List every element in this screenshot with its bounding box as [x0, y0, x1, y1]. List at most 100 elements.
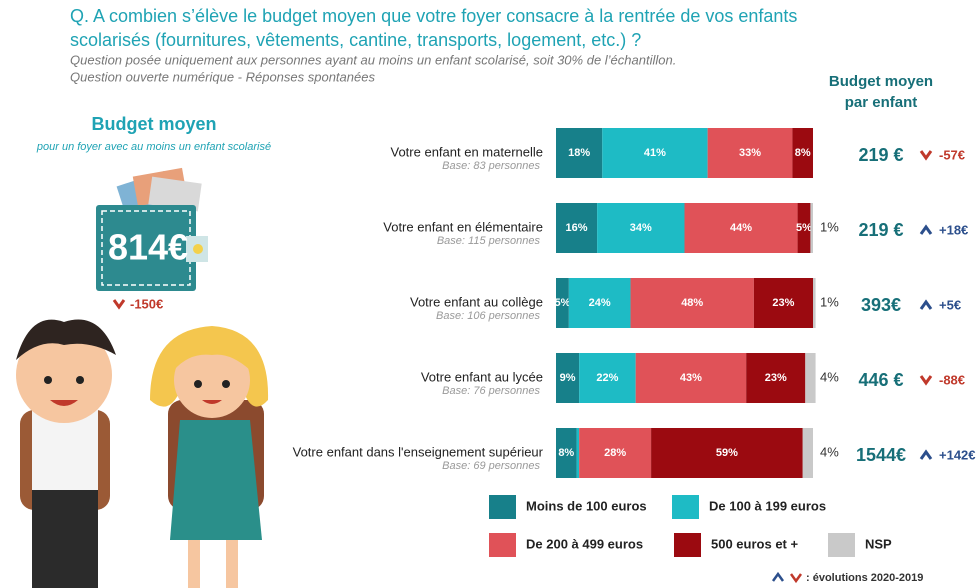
value-label: 44% [730, 222, 752, 234]
evolution-label: -88€ [939, 372, 965, 387]
budget-value: 446 € [858, 370, 903, 390]
legend-label: NSP [865, 536, 892, 551]
value-label: 1% [820, 219, 839, 234]
bar-segment [746, 353, 806, 403]
legend-swatch [489, 495, 516, 519]
bar-segment [792, 128, 813, 178]
budget-header: par enfant [845, 94, 918, 111]
bar-segment [556, 128, 603, 178]
bar-segment [602, 128, 708, 178]
base-label: Base: 76 personnes [442, 385, 540, 397]
value-label: 9% [560, 372, 576, 384]
footnote-arrows [771, 571, 803, 584]
subtitle-line: Question posée uniquement aux personnes … [70, 52, 676, 67]
bar-segment [753, 278, 813, 328]
value-label: 34% [630, 222, 652, 234]
children-illustration [16, 319, 269, 588]
bar-segment [579, 353, 636, 403]
budget-value: 1544€ [856, 445, 906, 465]
base-label: Base: 115 personnes [437, 235, 541, 247]
bar-segment [810, 203, 813, 253]
bar-segment [805, 353, 816, 403]
value-label: 4% [820, 444, 839, 459]
bar-segment [635, 353, 747, 403]
bar-segment [651, 428, 803, 478]
evolution-label: -57€ [939, 147, 965, 162]
base-label: Base: 106 personnes [436, 310, 540, 322]
category-label: Votre enfant au lycée [421, 369, 543, 384]
evolution-arrow [919, 224, 933, 235]
bar-segment [797, 203, 811, 253]
value-label: 24% [589, 297, 611, 309]
legend-label: De 100 à 199 euros [709, 498, 826, 513]
value-label: 23% [772, 297, 794, 309]
evolution-arrow [112, 299, 126, 310]
household-evolution: -150€ [112, 296, 163, 311]
household-evolution-label: -150€ [130, 296, 163, 311]
budget-value: 393€ [861, 295, 901, 315]
value-label: 33% [739, 147, 761, 159]
evolution-arrow [919, 375, 933, 386]
evolution-arrow [919, 449, 933, 460]
evolution-label: +142€ [939, 447, 976, 462]
bar-segment [802, 428, 813, 478]
bar-segment [707, 128, 793, 178]
value-label: 59% [716, 447, 738, 459]
wallet-illustration [96, 167, 208, 291]
bar-segment [556, 428, 577, 478]
category-label: Votre enfant au collège [410, 294, 543, 309]
legend: Moins de 100 euros De 100 à 199 euros De 2… [489, 495, 892, 557]
value-label: 1% [820, 294, 839, 309]
category-label: Votre enfant en élémentaire [383, 219, 543, 234]
legend-swatch [672, 495, 699, 519]
value-label: 8% [558, 447, 574, 459]
value-label: 16% [566, 222, 588, 234]
bar-segment [556, 278, 569, 328]
legend-label: Moins de 100 euros [526, 498, 647, 513]
budget-value: 219 € [858, 220, 903, 240]
value-label: 8% [795, 147, 811, 159]
category-label: Votre enfant en maternelle [391, 144, 544, 159]
legend-label: De 200 à 499 euros [526, 536, 643, 551]
evolution-label: +5€ [939, 297, 961, 312]
subtitle-line: Question ouverte numérique - Réponses sp… [70, 69, 375, 84]
budget-value: 219 € [858, 145, 903, 165]
value-label: 22% [596, 372, 618, 384]
footnote: : évolutions 2020-2019 [806, 572, 923, 584]
evolution-label: +18€ [939, 222, 968, 237]
bar-segment [556, 353, 580, 403]
value-label: 18% [568, 147, 590, 159]
bar-segment [568, 278, 631, 328]
bar-segment [556, 203, 598, 253]
bar-segment [576, 428, 580, 478]
title-line: scolarisés (fournitures, vêtements, cant… [70, 30, 641, 50]
household-subtitle: pour un foyer avec au moins un enfant sc… [36, 141, 271, 153]
legend-swatch [489, 533, 516, 557]
legend-label: 500 euros et + [711, 536, 798, 551]
bar-segment [597, 203, 685, 253]
base-label: Base: 69 personnes [442, 460, 540, 472]
title-line: Q. A combien s’élève le budget moyen que… [70, 6, 797, 26]
bar-segment [630, 278, 754, 328]
category-label: Votre enfant dans l'enseignement supérie… [293, 444, 544, 459]
value-label: 28% [604, 447, 626, 459]
value-label: 41% [644, 147, 666, 159]
value-label: 23% [765, 372, 787, 384]
value-label: 4% [820, 369, 839, 384]
value-label: 5% [796, 222, 812, 234]
bar-segment [684, 203, 798, 253]
bar-segment [813, 278, 816, 328]
household-title: Budget moyen [91, 114, 216, 134]
evolution-arrow [919, 299, 933, 310]
base-label: Base: 83 personnes [442, 160, 540, 172]
evolution-arrow [919, 150, 933, 161]
legend-swatch [674, 533, 701, 557]
bar-segment [579, 428, 652, 478]
value-label: 48% [681, 297, 703, 309]
value-label: 5% [554, 297, 570, 309]
legend-swatch [828, 533, 855, 557]
budget-header: Budget moyen [829, 73, 933, 90]
household-value: 814€ [108, 227, 188, 268]
